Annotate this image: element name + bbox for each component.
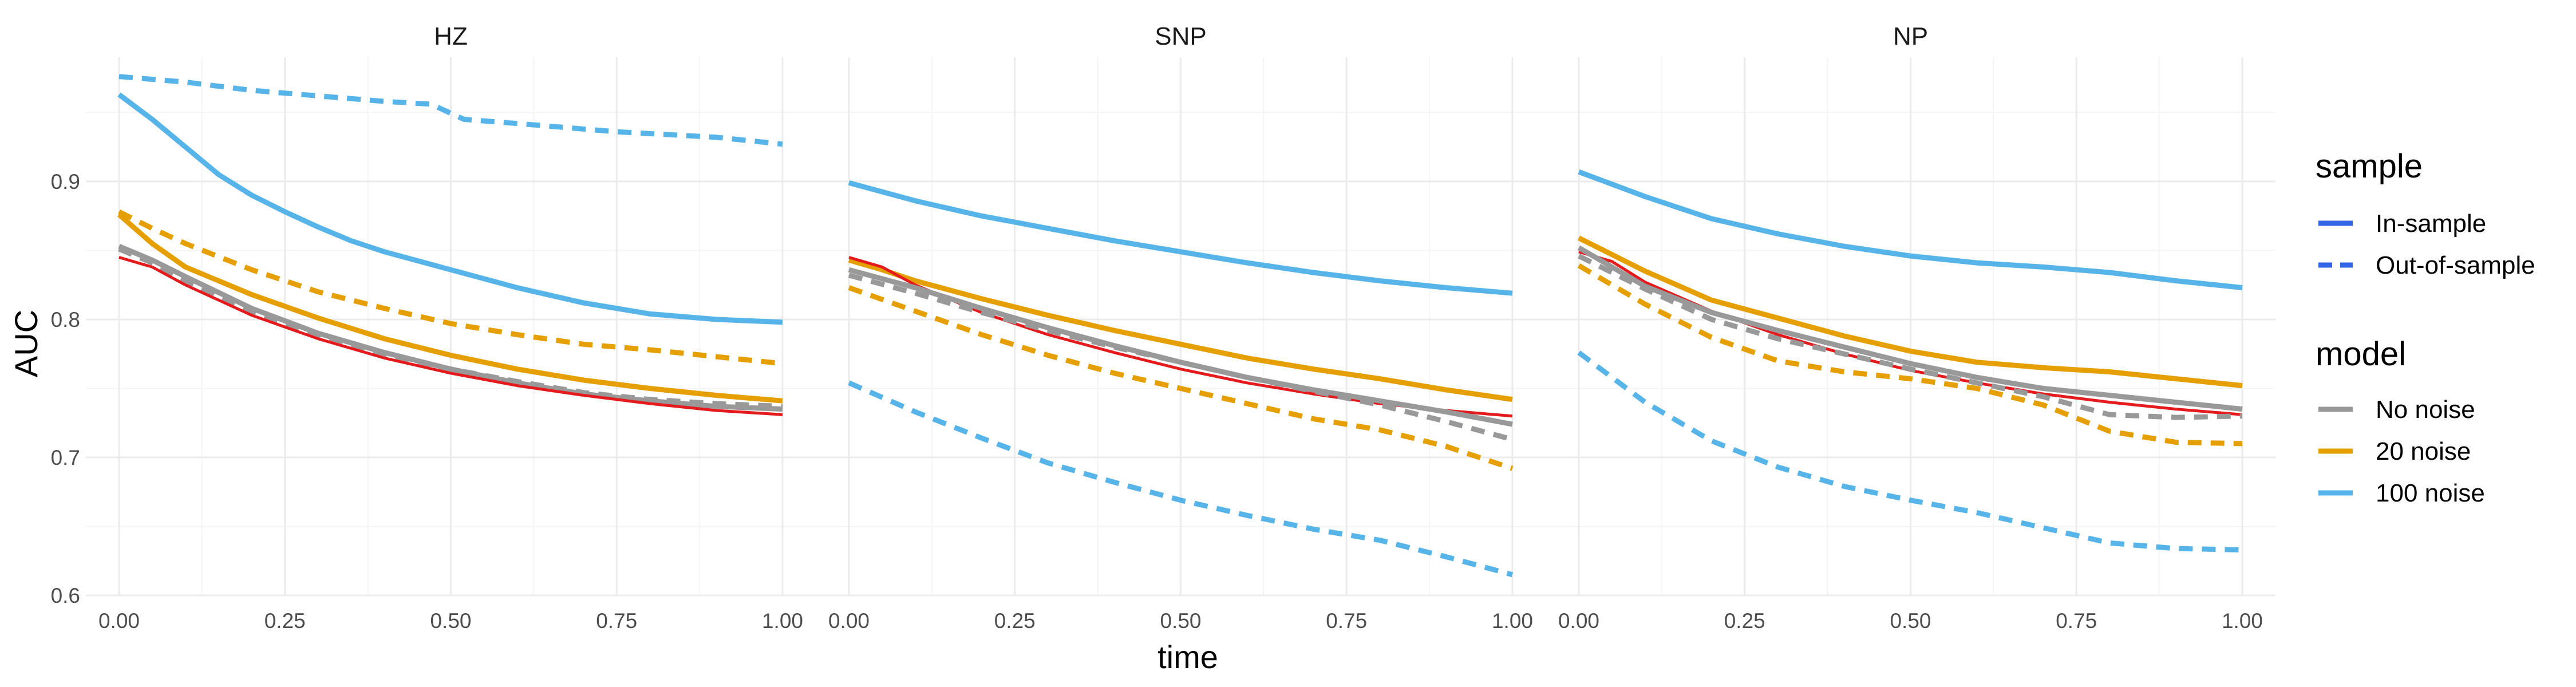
- series-line-100-noise-in-sample: [1578, 169, 2243, 290]
- legend-sample: sample In-sample Out-of-sample: [2316, 148, 2535, 279]
- panel-title: NP: [1893, 22, 1928, 50]
- y-tick-label: 0.6: [51, 584, 80, 607]
- series-line-no-noise-in-sample: [848, 267, 1513, 427]
- panel-snp: SNP 0.00 0.25 0.50 0.75 1.00: [816, 22, 1546, 633]
- legend-model: model No noise 20 noise 100 noise: [2316, 335, 2485, 507]
- legend-title: model: [2316, 335, 2406, 373]
- x-tick-label: 0.00: [828, 609, 870, 633]
- series-line-100-noise-in-sample: [117, 92, 783, 325]
- series-line-100-noise-out-of-sample: [118, 74, 783, 147]
- series-line-red-in-sample: [118, 256, 783, 416]
- x-tick-label: 0.50: [1890, 609, 1931, 633]
- x-tick-label: 0.25: [994, 609, 1036, 633]
- panels: HZ 0.00 0.25 0.50 0.75 1.00 0.6 0.7 0.8 0.9 SNP 0.0…: [51, 22, 2275, 633]
- x-tick-label: 0.75: [596, 609, 637, 633]
- legend-title: sample: [2316, 148, 2423, 185]
- x-tick-label: 1.00: [2222, 609, 2263, 633]
- series-line-no-noise-in-sample: [118, 244, 783, 412]
- series-line-100-noise-out-of-sample: [848, 380, 1514, 578]
- series-line-100-noise-out-of-sample: [1577, 350, 2243, 552]
- x-tick-label: 1.00: [762, 609, 803, 633]
- panel-hz: HZ 0.00 0.25 0.50 0.75 1.00 0.6 0.7 0.8 0.9: [51, 22, 816, 633]
- panel-title: SNP: [1155, 22, 1206, 50]
- x-tick-label: 0.75: [1326, 609, 1367, 633]
- series-line-100-noise-in-sample: [848, 180, 1513, 296]
- legend-label: No noise: [2376, 396, 2475, 424]
- y-axis-title: AUC: [8, 310, 44, 377]
- x-tick-label: 1.00: [1492, 609, 1533, 633]
- x-tick-label: 0.00: [98, 609, 140, 633]
- x-tick-label: 0.50: [1160, 609, 1201, 633]
- x-tick-label: 0.25: [1724, 609, 1765, 633]
- legend-label: 20 noise: [2376, 437, 2471, 465]
- x-axis-title: time: [1157, 639, 1218, 675]
- series-line-no-noise-in-sample: [1577, 245, 2243, 412]
- series-line-20-noise-in-sample: [1577, 235, 2243, 389]
- y-tick-label: 0.8: [51, 308, 80, 331]
- x-tick-label: 0.50: [430, 609, 471, 633]
- series-line-20-noise-in-sample: [117, 212, 783, 404]
- series-line-20-noise-out-of-sample: [848, 285, 1514, 471]
- panel-title: HZ: [434, 22, 468, 50]
- legend-label: Out-of-sample: [2376, 251, 2535, 279]
- series-line-20-noise-out-of-sample: [117, 209, 783, 366]
- series-line-no-noise-out-of-sample: [1577, 254, 2243, 420]
- legend-label: In-sample: [2376, 210, 2486, 238]
- x-tick-label: 0.75: [2056, 609, 2097, 633]
- series-line-20-noise-out-of-sample: [1577, 263, 2243, 447]
- y-tick-label: 0.7: [51, 446, 80, 469]
- panel-np: NP 0.00 0.25 0.50 0.75 1.00: [1546, 22, 2275, 633]
- series-line-red-in-sample: [1578, 250, 2243, 416]
- x-tick-label: 0.00: [1558, 609, 1599, 633]
- legend: sample In-sample Out-of-sample model No nois…: [2316, 148, 2535, 507]
- y-tick-label: 0.9: [51, 170, 80, 194]
- legend-label: 100 noise: [2376, 479, 2485, 507]
- x-tick-label: 0.25: [264, 609, 306, 633]
- series-line-no-noise-out-of-sample: [848, 273, 1514, 442]
- series-line-20-noise-in-sample: [848, 257, 1513, 402]
